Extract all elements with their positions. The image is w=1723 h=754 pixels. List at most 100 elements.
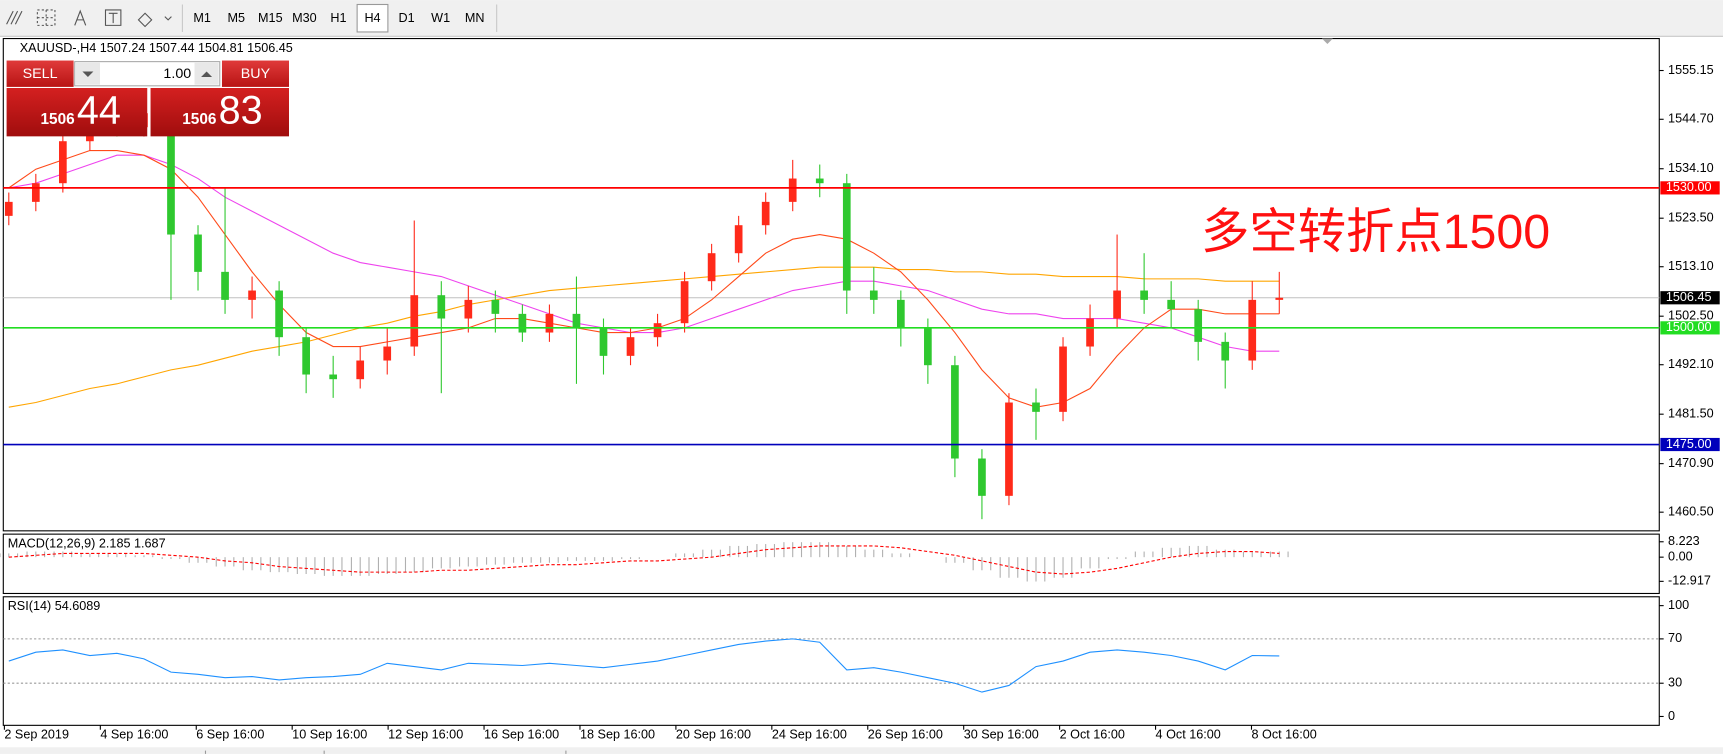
rsi-pane bbox=[2, 596, 1660, 726]
candle-body bbox=[653, 323, 662, 338]
y-tick-label: 1513.10 bbox=[1668, 259, 1714, 273]
tool-icons bbox=[4, 7, 172, 28]
level-label: 1530.00 bbox=[1666, 180, 1712, 194]
level-tag bbox=[1660, 181, 1720, 195]
x-tick-label: 16 Sep 16:00 bbox=[484, 728, 559, 742]
y-tick-label: 70 bbox=[1668, 631, 1682, 645]
candle-body bbox=[572, 313, 581, 328]
y-tick-label: 1492.10 bbox=[1668, 357, 1714, 371]
candle-body bbox=[788, 178, 797, 202]
candle-body bbox=[356, 360, 365, 380]
symbol-header: XAUUSD-,H4 1507.24 1507.44 1504.81 1506.… bbox=[20, 41, 293, 55]
x-tick-label: 20 Sep 16:00 bbox=[676, 728, 751, 742]
x-tick-label: 4 Sep 16:00 bbox=[100, 728, 168, 742]
moving-average bbox=[8, 266, 1280, 408]
candle-body bbox=[626, 337, 635, 356]
timeframe-button[interactable]: M1 bbox=[193, 11, 211, 25]
tool-icon[interactable] bbox=[36, 9, 56, 26]
candle-body bbox=[383, 346, 392, 361]
candle-body bbox=[329, 374, 338, 380]
sell-price-box[interactable] bbox=[6, 88, 148, 137]
tool-icon[interactable] bbox=[74, 9, 87, 26]
level-tag bbox=[1660, 321, 1720, 335]
candle-body bbox=[167, 113, 175, 235]
indicator-label: RSI(14) 54.6089 bbox=[8, 599, 101, 613]
increase-arrow bbox=[201, 71, 213, 78]
candle-body bbox=[4, 201, 13, 216]
timeframe-bar: M1 M5 M15 M30 H1 H4 D1 W1 MN bbox=[193, 3, 485, 33]
candle-body bbox=[248, 290, 256, 300]
timeframe-button[interactable]: H4 bbox=[364, 11, 380, 25]
macd-chart: MACD(12,26,9) 2.185 1.687 8.223 0.00 -12.91… bbox=[0, 534, 1711, 588]
x-tick-label: 18 Sep 16:00 bbox=[580, 728, 655, 742]
sell-button[interactable] bbox=[6, 60, 74, 87]
tool-icon[interactable] bbox=[137, 12, 172, 28]
candle-body bbox=[1113, 290, 1121, 319]
candle-body bbox=[464, 299, 473, 319]
candle-body bbox=[221, 271, 229, 300]
timeframe-button[interactable]: H1 bbox=[330, 11, 346, 25]
y-tick-label: 100 bbox=[1668, 598, 1689, 612]
candle-body bbox=[1194, 309, 1203, 342]
candle-body bbox=[1059, 346, 1067, 412]
buy-button[interactable] bbox=[221, 60, 289, 87]
lot-value: 1.00 bbox=[163, 66, 191, 82]
buy-price-small: 83 bbox=[219, 89, 263, 133]
sell-price-small: 44 bbox=[77, 89, 121, 133]
candle-body bbox=[545, 313, 554, 333]
y-tick-label: 1523.50 bbox=[1668, 211, 1714, 225]
level-label: 1475.00 bbox=[1666, 437, 1712, 451]
candle-body bbox=[599, 327, 608, 356]
x-tick-label: 2 Sep 2019 bbox=[4, 728, 69, 742]
x-tick-label: 10 Sep 16:00 bbox=[292, 728, 367, 742]
sell-price-big: 1506 bbox=[41, 111, 75, 128]
candle-body bbox=[59, 141, 67, 184]
bid-label: 1506.45 bbox=[1666, 290, 1712, 304]
timeframe-button[interactable]: M5 bbox=[227, 11, 245, 25]
timeframe-button[interactable]: W1 bbox=[431, 11, 450, 25]
candle-body bbox=[1221, 341, 1230, 361]
moving-average bbox=[8, 154, 1280, 352]
candle-body bbox=[761, 201, 770, 226]
timeframe-button[interactable]: M30 bbox=[292, 11, 317, 25]
x-tick-label: 8 Oct 16:00 bbox=[1251, 728, 1316, 742]
tool-icon[interactable] bbox=[6, 10, 23, 25]
candle-body bbox=[491, 299, 500, 314]
decrease-arrow bbox=[82, 71, 94, 78]
candle-body bbox=[1086, 318, 1094, 347]
buy-price-box[interactable] bbox=[150, 88, 289, 137]
indicator-label: MACD(12,26,9) 2.185 1.687 bbox=[8, 536, 166, 550]
y-tick-label: 8.223 bbox=[1668, 534, 1700, 548]
candle-body bbox=[302, 337, 310, 375]
x-tick-label: 4 Oct 16:00 bbox=[1156, 728, 1221, 742]
candle-body bbox=[518, 313, 527, 333]
tool-icon[interactable] bbox=[104, 9, 122, 26]
timeframe-button[interactable]: MN bbox=[465, 11, 485, 25]
y-tick-label: 1470.90 bbox=[1668, 456, 1714, 470]
y-tick-label: 1460.50 bbox=[1668, 505, 1714, 519]
candle-body bbox=[275, 290, 283, 338]
y-tick-label: 1502.50 bbox=[1668, 309, 1714, 323]
buy-label: BUY bbox=[241, 66, 271, 82]
timeframe-button[interactable]: D1 bbox=[399, 11, 415, 25]
buy-price-big: 1506 bbox=[182, 111, 216, 128]
candle-body bbox=[842, 183, 851, 291]
candle-body bbox=[707, 253, 716, 282]
candle-body bbox=[924, 327, 932, 366]
main-pane bbox=[2, 38, 1660, 532]
candle-body bbox=[1140, 290, 1148, 300]
macd-signal bbox=[8, 545, 1280, 575]
level-tag bbox=[1660, 437, 1720, 452]
candle-body bbox=[896, 299, 905, 328]
macd-pane bbox=[2, 533, 1660, 595]
y-tick-label: -12.917 bbox=[1668, 574, 1711, 588]
candle-body bbox=[869, 290, 878, 300]
moving-average bbox=[8, 149, 1280, 408]
x-tick-label: 26 Sep 16:00 bbox=[868, 728, 943, 742]
timeframe-button[interactable]: M15 bbox=[258, 11, 283, 25]
candle-body bbox=[1005, 402, 1013, 496]
y-tick-label: 1534.10 bbox=[1668, 161, 1714, 175]
sell-label: SELL bbox=[23, 66, 58, 82]
candle-body bbox=[437, 295, 446, 319]
rsi-line bbox=[8, 638, 1280, 693]
